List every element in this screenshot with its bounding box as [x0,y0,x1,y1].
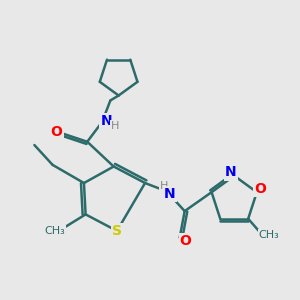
Text: O: O [254,182,266,196]
Text: N: N [164,187,176,201]
Text: CH₃: CH₃ [259,230,279,240]
Text: N: N [100,114,112,128]
Text: O: O [180,234,192,248]
Text: H: H [160,181,168,191]
Text: CH₃: CH₃ [44,226,65,236]
Text: N: N [225,166,237,179]
Text: S: S [112,224,122,238]
Text: H: H [110,121,119,131]
Text: O: O [51,125,62,139]
